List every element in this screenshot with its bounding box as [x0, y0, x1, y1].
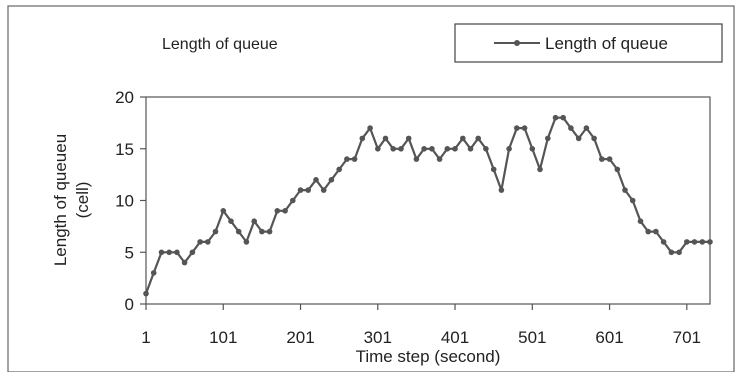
x-tick-label: 501 — [518, 328, 546, 347]
data-point — [251, 218, 257, 224]
data-point — [684, 239, 690, 245]
data-point — [483, 146, 489, 152]
data-point — [143, 290, 149, 297]
data-point — [174, 249, 180, 256]
data-point — [575, 135, 582, 142]
series-group — [143, 114, 713, 297]
x-tick-label: 701 — [673, 328, 701, 347]
data-point — [429, 146, 435, 152]
data-point — [305, 187, 312, 193]
data-point — [614, 166, 621, 173]
data-point — [390, 146, 397, 152]
data-point — [545, 135, 551, 142]
data-point — [668, 249, 675, 256]
data-point — [274, 208, 281, 214]
x-tick-label: 1 — [141, 328, 150, 347]
data-point — [506, 146, 512, 152]
y-tick-label: 0 — [125, 295, 134, 314]
data-point — [290, 197, 296, 204]
data-point — [490, 166, 497, 173]
data-point — [413, 156, 420, 162]
data-point — [637, 218, 644, 224]
data-point — [498, 187, 505, 193]
data-point — [375, 146, 381, 152]
x-tick-label: 101 — [209, 328, 237, 347]
data-point — [552, 114, 559, 121]
data-point — [444, 146, 451, 152]
data-point — [220, 208, 227, 214]
data-point — [235, 228, 242, 235]
legend-entry-label: Length of queue — [545, 34, 668, 53]
chart-title: Length of queue — [162, 36, 278, 53]
data-point — [460, 135, 466, 142]
data-point — [676, 249, 682, 256]
data-point — [212, 228, 219, 235]
x-tick-label: 401 — [441, 328, 469, 347]
data-point — [537, 166, 543, 173]
data-point — [514, 125, 520, 131]
data-point — [583, 125, 590, 131]
data-point — [382, 135, 389, 142]
data-point — [189, 249, 196, 256]
y-axis-title-line-2: (cell) — [73, 182, 92, 219]
data-point — [228, 218, 234, 224]
data-point — [405, 135, 412, 142]
data-point — [467, 146, 474, 152]
data-point — [313, 177, 319, 183]
data-point — [336, 166, 343, 173]
data-point — [691, 239, 698, 245]
data-point — [560, 114, 566, 121]
data-point — [645, 228, 651, 235]
data-point — [166, 249, 172, 256]
data-point — [282, 208, 288, 214]
data-point — [421, 146, 427, 152]
data-point — [344, 156, 350, 162]
data-point — [529, 146, 536, 152]
x-tick-label: 601 — [595, 328, 623, 347]
data-point — [475, 135, 482, 142]
y-tick-label: 10 — [115, 192, 134, 211]
x-tick-label: 301 — [364, 328, 392, 347]
data-point — [622, 187, 628, 193]
data-point — [398, 146, 404, 152]
data-point — [436, 156, 443, 162]
x-tick-label: 201 — [286, 328, 314, 347]
data-point — [259, 228, 265, 235]
chart-area-border — [7, 5, 735, 372]
data-point — [606, 156, 613, 162]
data-point — [351, 156, 358, 162]
data-point — [653, 228, 659, 235]
data-point — [660, 239, 667, 245]
y-axis-title-line-1: Length of queueu — [51, 134, 70, 266]
data-point — [197, 239, 203, 245]
data-point — [205, 239, 211, 245]
data-point — [568, 125, 574, 131]
data-point — [266, 228, 273, 235]
legend-marker-icon — [514, 40, 520, 46]
data-point — [699, 239, 706, 245]
data-point — [591, 135, 597, 142]
data-point — [243, 239, 250, 245]
data-point — [359, 135, 366, 142]
data-point — [707, 239, 713, 245]
data-point — [181, 259, 188, 266]
data-point — [629, 197, 636, 204]
data-point — [367, 125, 373, 131]
y-tick-label: 5 — [125, 243, 134, 262]
data-point — [297, 187, 304, 193]
y-tick-label: 15 — [115, 140, 134, 159]
data-point — [599, 156, 605, 162]
data-point — [521, 125, 528, 131]
data-point — [150, 270, 157, 276]
data-point — [320, 187, 327, 193]
data-point — [328, 177, 335, 183]
data-point — [158, 249, 165, 256]
y-tick-label: 20 — [115, 88, 134, 107]
x-axis-title: Time step (second) — [356, 347, 501, 366]
data-point — [452, 146, 458, 152]
